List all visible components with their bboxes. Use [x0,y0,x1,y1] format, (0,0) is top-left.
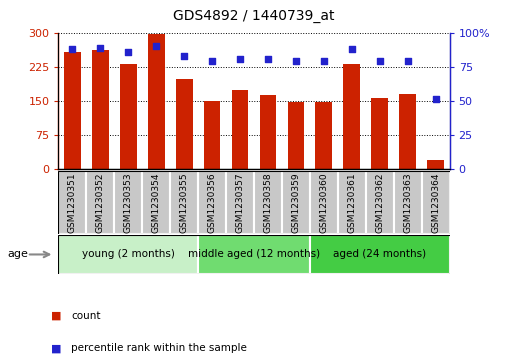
Text: GSM1230358: GSM1230358 [264,172,272,233]
Text: middle aged (12 months): middle aged (12 months) [188,249,320,260]
Point [152,44,160,49]
Point [236,56,244,61]
Bar [114,171,142,234]
Point [292,58,300,64]
Bar [366,171,394,234]
Point [180,53,188,59]
Bar [260,95,276,169]
Text: GSM1230355: GSM1230355 [180,172,188,233]
Bar [204,101,220,169]
Text: age: age [8,249,28,260]
Text: GSM1230363: GSM1230363 [403,172,412,233]
Text: GSM1230360: GSM1230360 [320,172,328,233]
Text: GSM1230357: GSM1230357 [236,172,244,233]
Text: GSM1230361: GSM1230361 [347,172,356,233]
Text: aged (24 months): aged (24 months) [333,249,426,260]
Bar [399,94,416,169]
Point [403,58,411,64]
Text: count: count [71,311,101,321]
Bar [120,65,137,169]
Bar [198,171,226,234]
Text: GSM1230352: GSM1230352 [96,172,105,233]
Bar [148,34,165,169]
Point [320,58,328,64]
Bar [226,171,254,234]
Point [264,56,272,61]
Point [375,58,384,64]
Point [96,45,104,50]
Text: GSM1230359: GSM1230359 [292,172,300,233]
Point [68,46,76,52]
Point [347,46,356,52]
Bar [394,171,422,234]
Text: ■: ■ [51,311,61,321]
Bar [427,160,444,169]
Point [208,58,216,64]
Bar [142,171,170,234]
Bar [176,79,193,169]
Text: ■: ■ [51,343,61,354]
Bar [92,50,109,169]
Text: GSM1230353: GSM1230353 [124,172,133,233]
Text: GSM1230362: GSM1230362 [375,172,384,233]
Bar [198,235,310,274]
Text: GSM1230364: GSM1230364 [431,172,440,233]
Bar [282,171,310,234]
Bar [310,235,450,274]
Bar [422,171,450,234]
Bar [254,171,282,234]
Text: young (2 months): young (2 months) [82,249,175,260]
Bar [58,171,86,234]
Text: percentile rank within the sample: percentile rank within the sample [71,343,247,354]
Bar [315,102,332,169]
Bar [170,171,198,234]
Text: GSM1230354: GSM1230354 [152,172,161,233]
Point [124,49,132,55]
Bar [86,171,114,234]
Text: GSM1230351: GSM1230351 [68,172,77,233]
Bar [58,235,198,274]
Bar [288,102,304,169]
Point [431,97,439,102]
Bar [371,98,388,169]
Text: GSM1230356: GSM1230356 [208,172,216,233]
Bar [343,65,360,169]
Text: GDS4892 / 1440739_at: GDS4892 / 1440739_at [173,9,335,23]
Bar [232,90,248,169]
Bar [64,52,81,169]
Bar [310,171,338,234]
Bar [338,171,366,234]
